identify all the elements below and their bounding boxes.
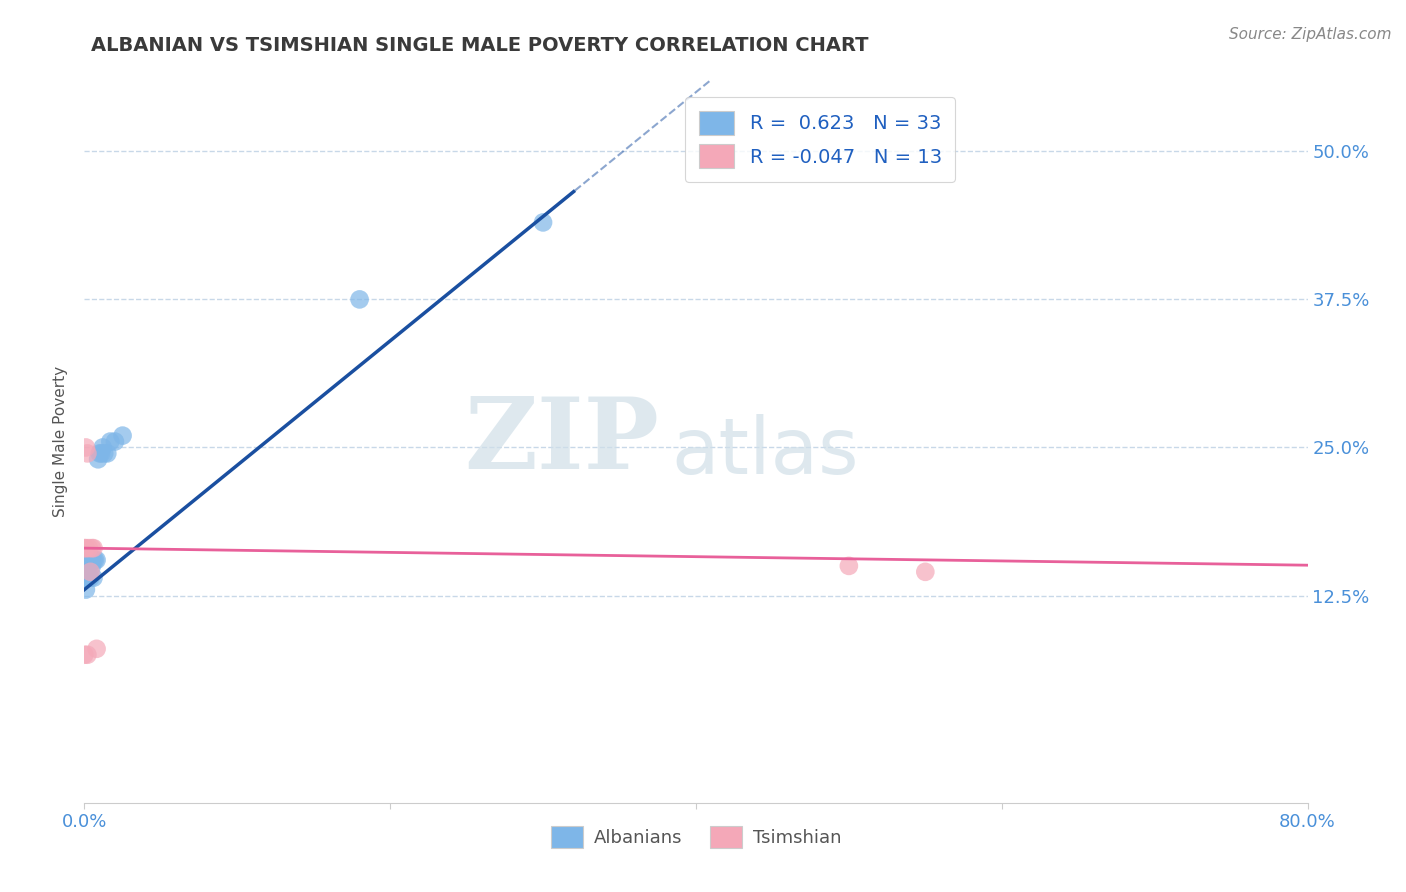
Point xyxy=(349,293,371,307)
Point xyxy=(76,446,98,460)
Point xyxy=(96,446,118,460)
Point xyxy=(79,565,101,579)
Point xyxy=(104,434,127,449)
Point xyxy=(83,571,105,585)
Point xyxy=(75,441,97,455)
Point xyxy=(73,565,96,579)
Point xyxy=(75,582,97,597)
Point xyxy=(80,553,103,567)
Point xyxy=(84,553,107,567)
Point xyxy=(76,571,98,585)
Point xyxy=(75,541,97,556)
Point xyxy=(93,446,115,460)
Point xyxy=(77,571,100,585)
Point xyxy=(75,558,97,573)
Point xyxy=(98,434,121,449)
Point xyxy=(76,553,98,567)
Point xyxy=(111,428,134,442)
Point xyxy=(77,553,100,567)
Point xyxy=(73,541,96,556)
Point xyxy=(79,553,101,567)
Point xyxy=(838,558,860,573)
Point xyxy=(91,441,114,455)
Point xyxy=(76,558,98,573)
Point xyxy=(86,641,108,656)
Point xyxy=(89,446,111,460)
Point xyxy=(531,215,554,229)
Point xyxy=(83,541,105,556)
Point xyxy=(75,571,97,585)
Point xyxy=(914,565,936,579)
Y-axis label: Single Male Poverty: Single Male Poverty xyxy=(53,366,69,517)
Text: ZIP: ZIP xyxy=(464,393,659,490)
Legend: Albanians, Tsimshian: Albanians, Tsimshian xyxy=(543,819,849,855)
Point xyxy=(86,553,108,567)
Point xyxy=(90,446,112,460)
Point xyxy=(77,541,100,556)
Point xyxy=(80,558,103,573)
Point xyxy=(73,571,96,585)
Point xyxy=(75,553,97,567)
Point xyxy=(80,541,103,556)
Text: atlas: atlas xyxy=(672,415,859,491)
Point xyxy=(73,547,96,561)
Point xyxy=(83,553,105,567)
Point xyxy=(76,648,98,662)
Point xyxy=(73,648,96,662)
Point xyxy=(73,553,96,567)
Text: ALBANIAN VS TSIMSHIAN SINGLE MALE POVERTY CORRELATION CHART: ALBANIAN VS TSIMSHIAN SINGLE MALE POVERT… xyxy=(91,36,869,54)
Point xyxy=(87,452,110,467)
Text: Source: ZipAtlas.com: Source: ZipAtlas.com xyxy=(1229,27,1392,42)
Point xyxy=(79,571,101,585)
Point xyxy=(77,558,100,573)
